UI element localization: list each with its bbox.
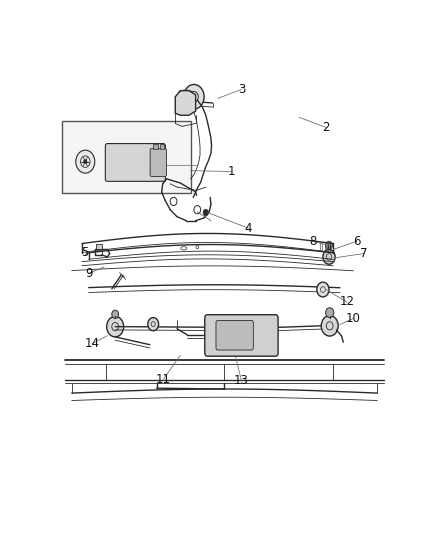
- Text: 13: 13: [234, 374, 249, 387]
- Circle shape: [323, 249, 335, 264]
- Bar: [153, 143, 158, 149]
- Text: 2: 2: [322, 121, 330, 134]
- Circle shape: [76, 150, 95, 173]
- FancyBboxPatch shape: [150, 149, 166, 176]
- Circle shape: [112, 310, 119, 318]
- FancyBboxPatch shape: [105, 143, 166, 181]
- Bar: [61, 122, 191, 193]
- Text: 5: 5: [81, 246, 89, 259]
- Circle shape: [84, 159, 87, 164]
- Text: 1: 1: [227, 165, 235, 178]
- Text: 7: 7: [360, 247, 367, 260]
- Text: 12: 12: [339, 295, 354, 309]
- FancyBboxPatch shape: [205, 314, 278, 356]
- Text: 4: 4: [244, 222, 252, 235]
- Circle shape: [321, 316, 338, 336]
- Bar: [96, 244, 102, 248]
- Text: 3: 3: [238, 83, 245, 96]
- Circle shape: [260, 321, 271, 334]
- Text: 6: 6: [353, 235, 360, 248]
- Text: 14: 14: [85, 337, 99, 350]
- Bar: [160, 143, 164, 149]
- Text: 10: 10: [346, 312, 361, 325]
- Text: 11: 11: [156, 373, 171, 386]
- Text: 8: 8: [309, 235, 316, 248]
- Circle shape: [107, 317, 124, 337]
- Circle shape: [203, 209, 208, 216]
- Circle shape: [325, 308, 334, 318]
- Circle shape: [317, 282, 329, 297]
- Polygon shape: [175, 91, 196, 115]
- Text: 9: 9: [85, 267, 92, 280]
- Circle shape: [184, 84, 204, 109]
- FancyBboxPatch shape: [216, 320, 253, 350]
- Circle shape: [148, 318, 159, 330]
- Circle shape: [325, 241, 332, 249]
